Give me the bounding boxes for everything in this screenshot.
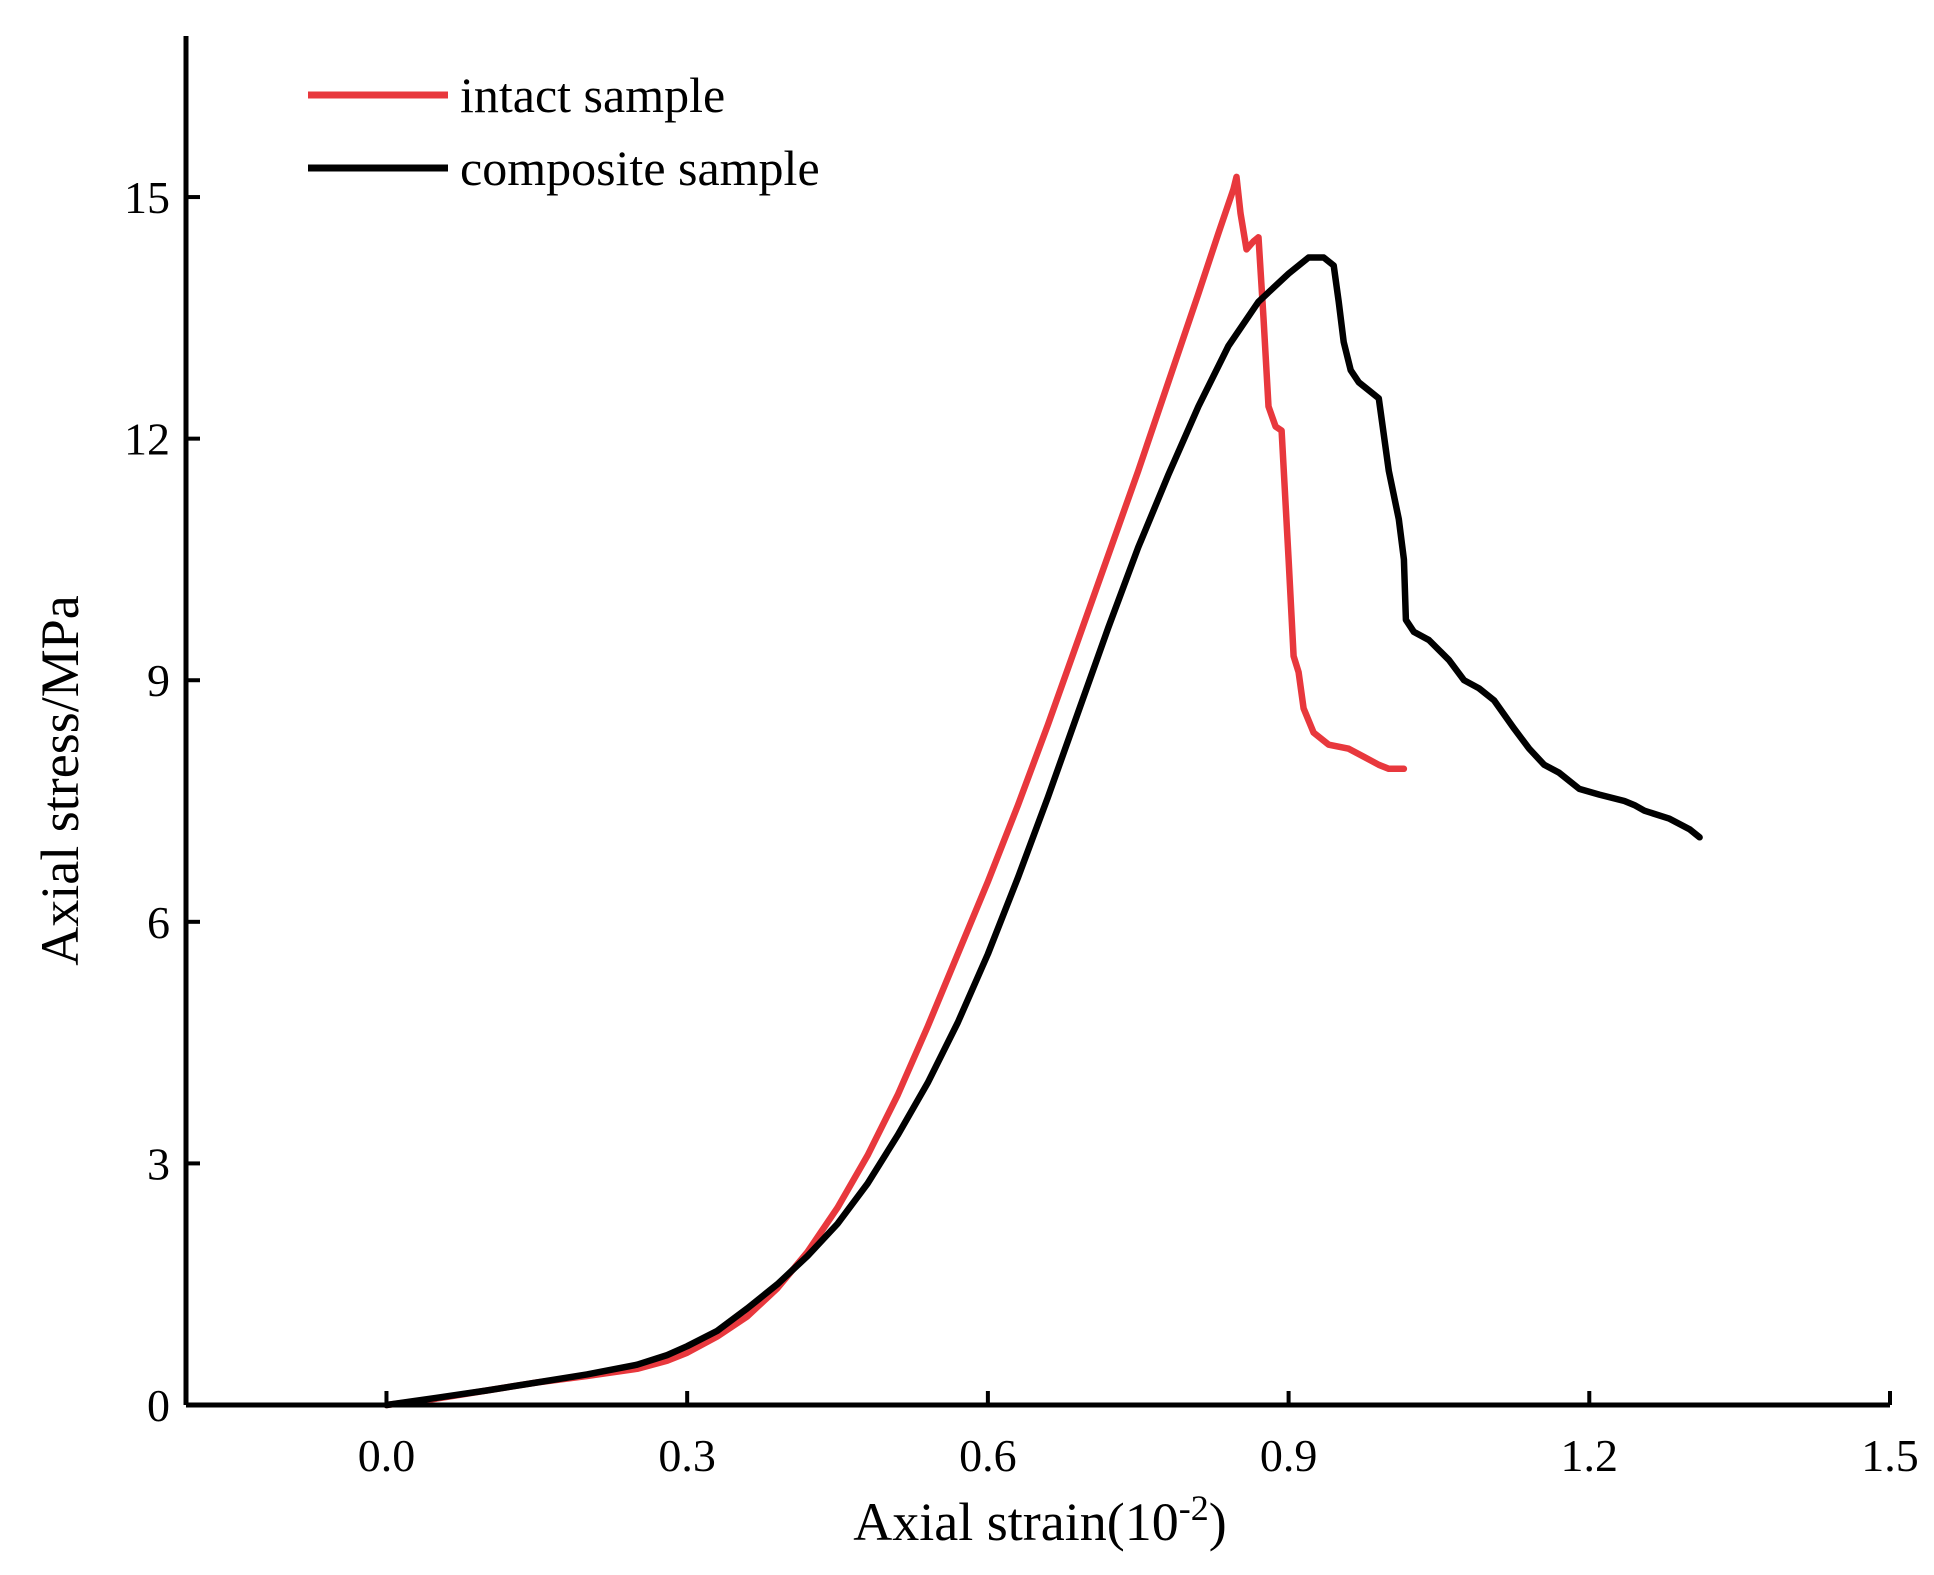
y-tick-label: 9 — [147, 655, 170, 706]
axes: 0.0 0.3 0.6 0.9 1.2 1.5 0 3 6 9 12 15 Axial strain(1… — [30, 36, 1919, 1552]
x-tick-label: 0.6 — [959, 1430, 1017, 1481]
x-tick-label: 0.3 — [658, 1430, 716, 1481]
x-axis-title-suffix: ) — [1209, 1492, 1227, 1552]
series-line-intact-sample — [383, 173, 1408, 1409]
y-axis-title: Axial stress/MPa — [30, 595, 90, 966]
series-line-composite-sample — [383, 254, 1703, 1409]
y-tick-label: 3 — [147, 1138, 170, 1189]
y-tick-label: 0 — [147, 1380, 170, 1431]
y-tick-label: 6 — [147, 897, 170, 948]
y-tick-label: 12 — [124, 414, 170, 465]
x-tick-label: 1.5 — [1861, 1430, 1919, 1481]
legend: intact sample composite sample — [308, 67, 820, 196]
x-tick-label: 1.2 — [1561, 1430, 1619, 1481]
x-axis-title-main: Axial strain(10 — [853, 1492, 1178, 1552]
legend-label-intact-sample: intact sample — [460, 67, 725, 123]
legend-label-composite-sample: composite sample — [460, 140, 820, 196]
x-tick-label: 0.9 — [1260, 1430, 1318, 1481]
x-axis-title-superscript: -2 — [1179, 1488, 1209, 1528]
plot-area — [383, 173, 1703, 1409]
x-axis-title: Axial strain(10-2) — [853, 1488, 1226, 1552]
x-tick-label: 0.0 — [358, 1430, 416, 1481]
y-tick-label: 15 — [124, 172, 170, 223]
